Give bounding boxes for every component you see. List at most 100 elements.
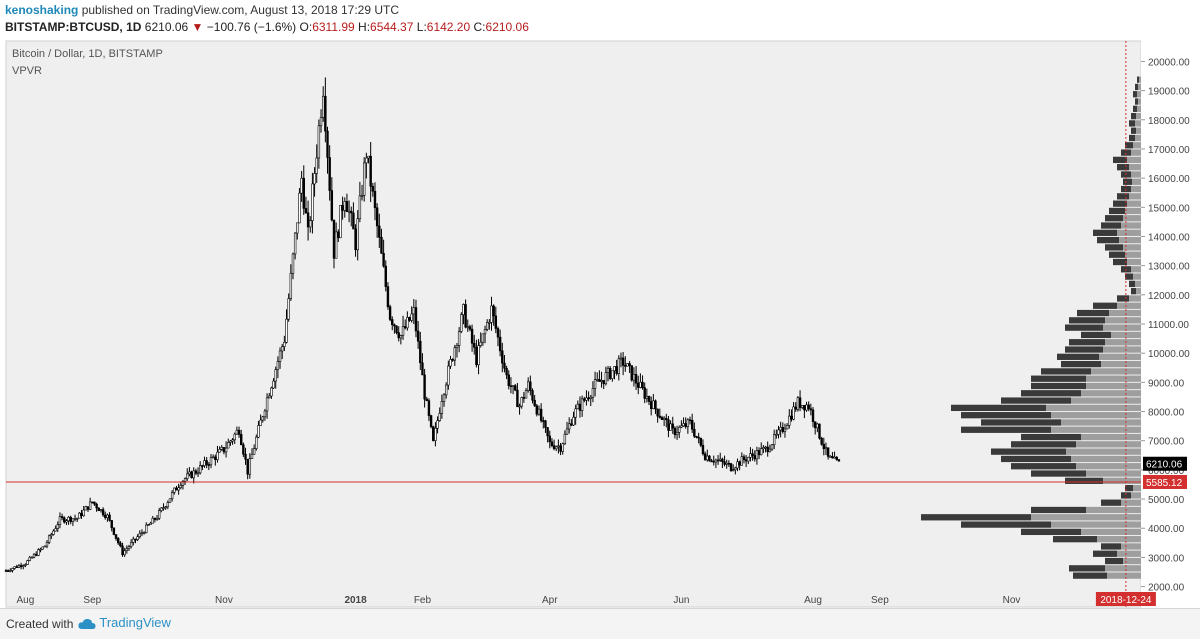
vp-bar-down (1117, 164, 1129, 171)
candle-body (615, 366, 618, 374)
symbol-label[interactable]: BITSTAMP:BTCUSD, 1D (5, 20, 142, 34)
candle-body (535, 405, 539, 415)
candle-body (341, 205, 344, 211)
vp-bar-up (1103, 346, 1141, 353)
vp-bar-up (1138, 83, 1141, 91)
vp-bar-up (1136, 112, 1141, 120)
candle-body (408, 317, 411, 321)
vp-bar-up (1081, 433, 1141, 441)
candle-body (805, 404, 808, 411)
candle-body (43, 545, 47, 548)
vp-bar-down (1105, 244, 1123, 251)
candle-body (339, 205, 342, 239)
candle-body (140, 532, 144, 535)
tradingview-brand[interactable]: TradingView (78, 615, 171, 630)
candle-body (678, 426, 681, 433)
candle-body (164, 506, 167, 509)
vp-bar-up (1121, 222, 1141, 229)
y-tick-label: 19000.00 (1148, 87, 1190, 98)
vp-bar-up (1135, 280, 1141, 288)
candle-body (39, 548, 42, 551)
candle-body (682, 423, 685, 427)
candle-body (606, 367, 610, 373)
vp-bar-down (1129, 134, 1135, 142)
candle-body (833, 456, 836, 459)
price-chart[interactable]: 2000.00 3000.00 4000.00 5000.00 6000.00 7000.… (0, 38, 1200, 608)
candle-body (278, 350, 282, 362)
candle-body (272, 380, 275, 389)
vp-bar-down (1101, 499, 1121, 506)
candle-body (589, 396, 592, 399)
candle-body (343, 201, 346, 211)
candle-body (121, 545, 124, 556)
candle-body (542, 420, 545, 422)
vp-bar-down (961, 426, 1051, 433)
candle-body (274, 369, 277, 382)
candle-body (757, 450, 761, 456)
vp-bar-down (1133, 105, 1137, 112)
vp-bar-up (1127, 156, 1141, 164)
candle-body (26, 560, 29, 565)
vp-bar-down (1117, 193, 1129, 200)
candle-body (252, 448, 256, 455)
candle-body (831, 456, 834, 459)
candle-body (263, 410, 267, 418)
candle-body (539, 408, 543, 421)
candle-body (155, 517, 159, 520)
vp-bar-down (1129, 120, 1135, 127)
candle-body (561, 443, 564, 452)
vp-bar-up (1129, 193, 1141, 200)
candle-body (412, 307, 416, 315)
candle-body (468, 326, 472, 330)
candle-body (88, 501, 92, 510)
vp-bar-down (1065, 324, 1103, 331)
candles (4, 77, 841, 573)
candle-body (101, 509, 105, 516)
candle-body (199, 465, 202, 474)
candle-body (634, 374, 638, 384)
candle-body (788, 415, 791, 426)
candle-body (388, 306, 392, 320)
candle-body (248, 458, 252, 475)
vp-bar-up (1123, 557, 1141, 565)
candle-body (693, 428, 696, 437)
candle-body (192, 470, 195, 479)
candle-body (751, 453, 754, 456)
vp-bar-up (1091, 368, 1141, 375)
y-tick-label: 5000.00 (1148, 495, 1185, 506)
candle-body (416, 330, 420, 342)
candle-body (56, 524, 59, 529)
vp-bar-up (1139, 76, 1141, 83)
candle-body (736, 461, 739, 469)
vp-bar-down (1031, 506, 1086, 514)
candle-body (451, 359, 454, 361)
y-tick-label: 12000.00 (1148, 291, 1190, 302)
vp-bar-down (1135, 98, 1138, 105)
candle-body (712, 460, 715, 463)
vp-bar-down (1081, 331, 1111, 339)
candle-body (460, 314, 463, 332)
plot-area[interactable] (5, 40, 1142, 608)
candle-body (69, 516, 72, 522)
author-link[interactable]: kenoshaking (5, 3, 79, 17)
candle-body (78, 512, 81, 519)
candle-body (574, 408, 577, 418)
vp-bar-up (1103, 324, 1141, 331)
candle-body (807, 404, 810, 410)
vp-bar-up (1076, 441, 1141, 448)
vp-bar-up (1101, 360, 1141, 368)
down-arrow-icon: ▼ (191, 20, 204, 34)
close-value: 6210.06 (485, 20, 529, 34)
candle-body (334, 231, 338, 259)
candle-body (775, 434, 778, 436)
vp-bar-up (1086, 375, 1141, 382)
vp-bar-down (1021, 390, 1081, 397)
vp-bar-up (1086, 506, 1141, 514)
candle-body (714, 459, 718, 463)
vp-bar-down (1117, 295, 1129, 302)
vp-bar-up (1031, 514, 1141, 521)
candle-body (822, 443, 826, 450)
vp-bar-up (1135, 134, 1141, 142)
candle-body (684, 423, 687, 427)
vp-bar-up (1097, 536, 1141, 543)
